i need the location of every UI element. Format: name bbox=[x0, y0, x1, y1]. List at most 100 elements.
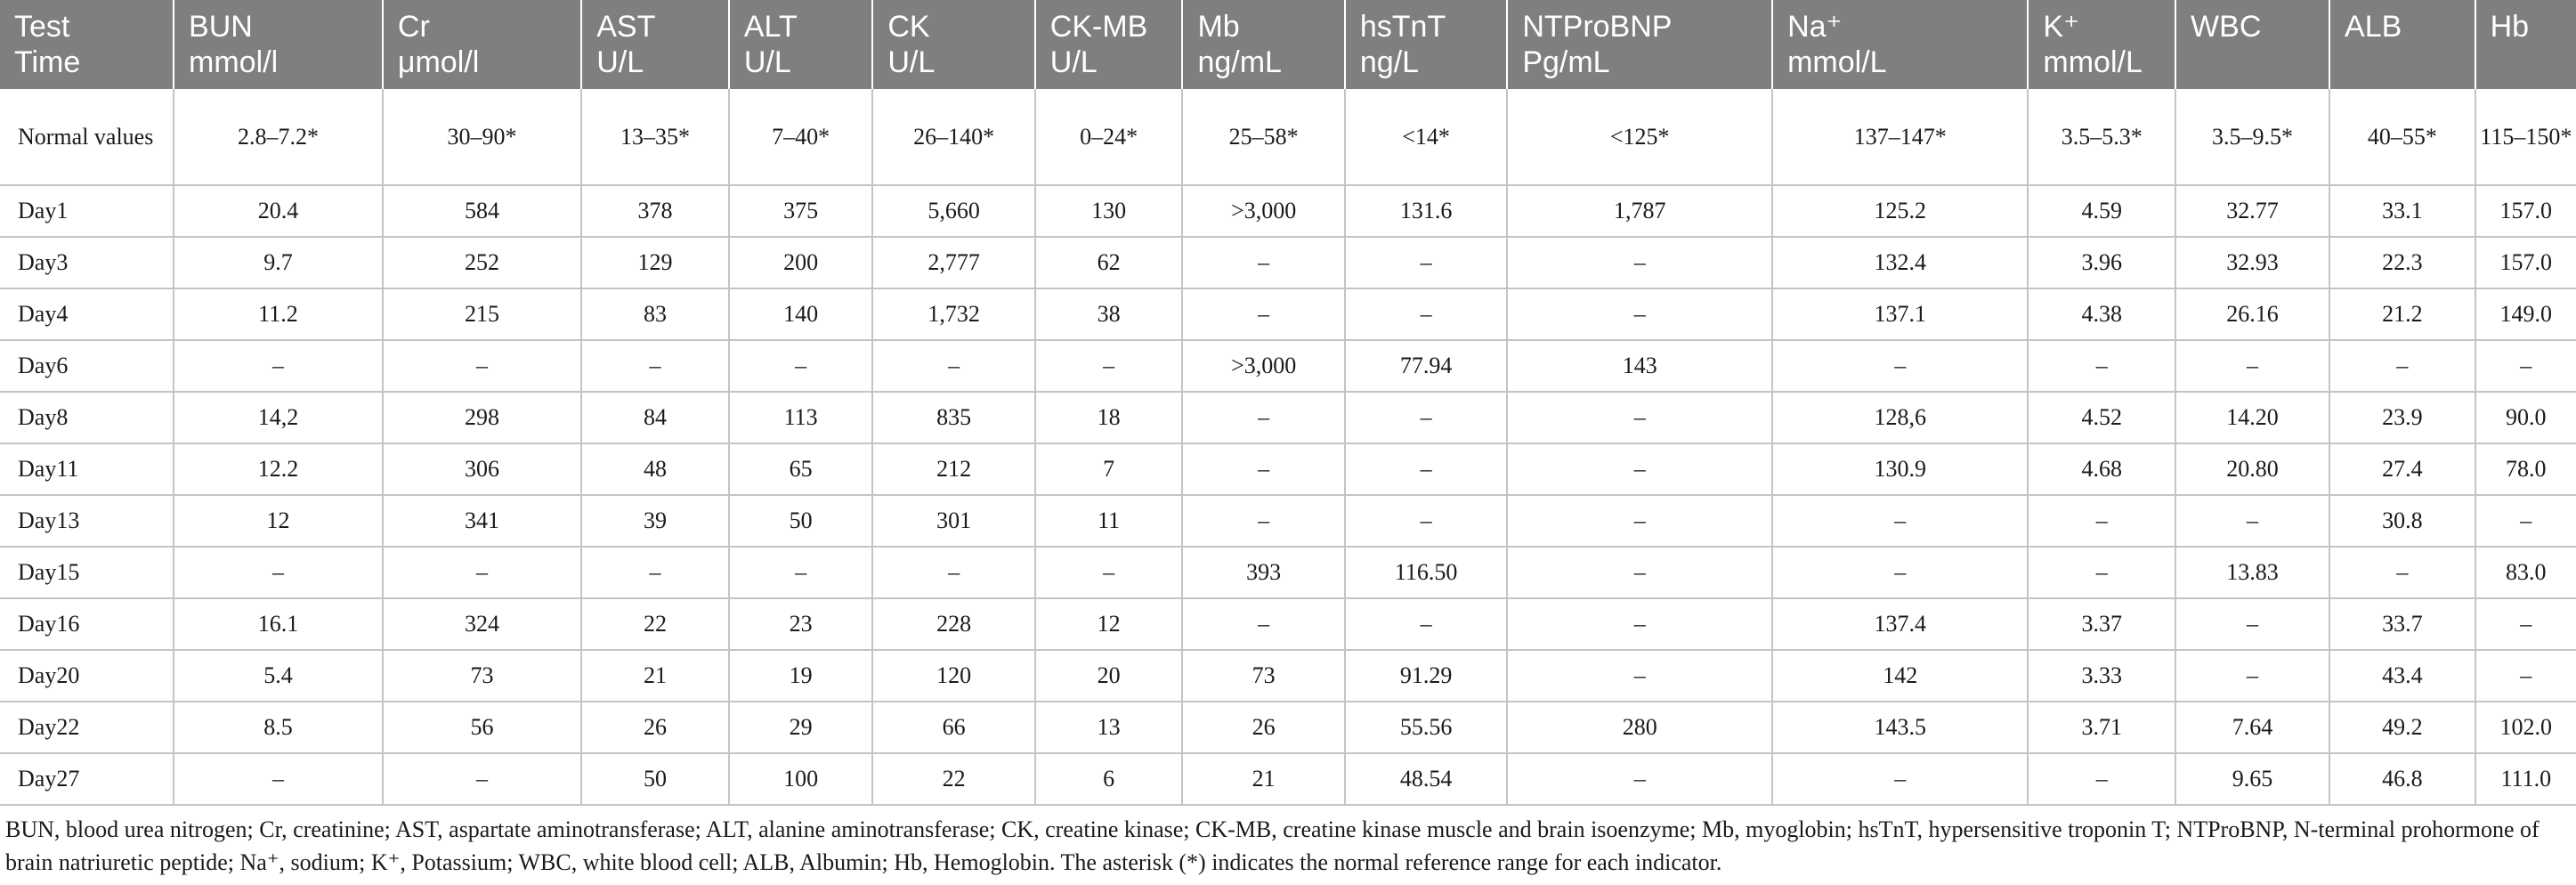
value-cell: 375 bbox=[728, 185, 874, 238]
value-cell: 113 bbox=[728, 392, 874, 444]
value-cell: – bbox=[382, 340, 583, 393]
value-cell: 20.80 bbox=[2175, 443, 2331, 496]
value-cell: 55.56 bbox=[1344, 702, 1509, 754]
value-cell: 4.38 bbox=[2028, 288, 2177, 341]
value-cell: – bbox=[728, 547, 874, 599]
value-cell: 30.8 bbox=[2329, 495, 2476, 548]
table-row: Day20 5.4 73 21 19 120 20 73 91.29–142 3.33–43.4– bbox=[0, 650, 2576, 702]
table-row: Day13 12 341 39 50 301 11– – – – – –30.8– bbox=[0, 495, 2576, 548]
value-cell: 143.5 bbox=[1772, 702, 2029, 754]
value-cell: 324 bbox=[382, 598, 583, 651]
lab-results-table: Test Time BUN mmol/l Cr μmol/l AST U/L ALT U/… bbox=[0, 0, 2576, 806]
value-cell: – bbox=[174, 547, 384, 599]
value-cell: 33.1 bbox=[2329, 185, 2476, 238]
header-alt: ALT U/L bbox=[728, 0, 874, 89]
header-hb: Hb bbox=[2475, 0, 2576, 89]
header-mb: Mb ng/mL bbox=[1182, 0, 1346, 89]
value-cell: 301 bbox=[872, 495, 1036, 548]
value-cell: 4.68 bbox=[2028, 443, 2177, 496]
value-cell: 48 bbox=[581, 443, 730, 496]
value-cell: 3.5–5.3* bbox=[2028, 89, 2177, 186]
value-cell: 43.4 bbox=[2329, 650, 2476, 702]
value-cell: – bbox=[174, 753, 384, 806]
value-cell: 5.4 bbox=[174, 650, 384, 702]
header-line-2: U/L bbox=[596, 45, 644, 79]
row-label-cell: Day1 bbox=[0, 185, 175, 238]
value-cell: 7 bbox=[1034, 443, 1184, 496]
value-cell: 8.5 bbox=[174, 702, 384, 754]
value-cell: 1,787 bbox=[1507, 185, 1774, 238]
value-cell: – bbox=[1344, 598, 1509, 651]
header-alb: ALB bbox=[2329, 0, 2476, 89]
value-cell: – bbox=[1344, 443, 1509, 496]
value-cell: – bbox=[1507, 650, 1774, 702]
value-cell: – bbox=[2028, 340, 2177, 393]
value-cell: – bbox=[1182, 495, 1346, 548]
value-cell: 140 bbox=[728, 288, 874, 341]
value-cell: 130 bbox=[1034, 185, 1184, 238]
value-cell: 7–40* bbox=[728, 89, 874, 186]
value-cell: 393 bbox=[1182, 547, 1346, 599]
header-line-1: CK-MB bbox=[1049, 10, 1148, 44]
value-cell: 39 bbox=[581, 495, 730, 548]
value-cell: – bbox=[872, 547, 1036, 599]
value-cell: – bbox=[728, 340, 874, 393]
value-cell: 12.2 bbox=[174, 443, 384, 496]
value-cell: – bbox=[1772, 547, 2029, 599]
value-cell: 90.0 bbox=[2475, 392, 2576, 444]
value-cell: – bbox=[382, 547, 583, 599]
value-cell: 73 bbox=[382, 650, 583, 702]
value-cell: – bbox=[1344, 237, 1509, 289]
value-cell: – bbox=[581, 547, 730, 599]
value-cell: 30–90* bbox=[382, 89, 583, 186]
header-hstnt: hsTnT ng/L bbox=[1344, 0, 1509, 89]
row-label-cell: Day11 bbox=[0, 443, 175, 496]
header-line-1: Cr bbox=[397, 10, 430, 44]
value-cell: – bbox=[1507, 392, 1774, 444]
header-line-1: Hb bbox=[2490, 10, 2530, 44]
value-cell: 91.29 bbox=[1344, 650, 1509, 702]
value-cell: – bbox=[2475, 650, 2576, 702]
value-cell: 56 bbox=[382, 702, 583, 754]
table-footnote: BUN, blood urea nitrogen; Cr, creatinine… bbox=[5, 816, 2540, 875]
value-cell: – bbox=[174, 340, 384, 393]
header-line-1: CK bbox=[887, 10, 930, 44]
value-cell: 21 bbox=[581, 650, 730, 702]
value-cell: 19 bbox=[728, 650, 874, 702]
value-cell: 11.2 bbox=[174, 288, 384, 341]
value-cell: 132.4 bbox=[1772, 237, 2029, 289]
value-cell: 25–58* bbox=[1182, 89, 1346, 186]
value-cell: 48.54 bbox=[1344, 753, 1509, 806]
row-label-cell: Day13 bbox=[0, 495, 175, 548]
value-cell: – bbox=[1182, 392, 1346, 444]
header-line-2: U/L bbox=[743, 45, 791, 79]
value-cell: 157.0 bbox=[2475, 185, 2576, 238]
value-cell: – bbox=[1034, 547, 1184, 599]
value-cell: – bbox=[2329, 340, 2476, 393]
value-cell: 306 bbox=[382, 443, 583, 496]
value-cell: 83.0 bbox=[2475, 547, 2576, 599]
value-cell: – bbox=[382, 753, 583, 806]
value-cell: – bbox=[1507, 547, 1774, 599]
value-cell: – bbox=[1034, 340, 1184, 393]
table-row: Day27– –50 100 22 6 21 48.54– – –9.65 46.8 111.0 bbox=[0, 753, 2576, 806]
header-line-1: ALT bbox=[743, 10, 798, 44]
row-label-cell: Day22 bbox=[0, 702, 175, 754]
header-line-2: Pg/mL bbox=[1522, 45, 1610, 79]
value-cell: 13 bbox=[1034, 702, 1184, 754]
value-cell: 26.16 bbox=[2175, 288, 2331, 341]
row-label-cell: Normal values bbox=[0, 89, 175, 186]
value-cell: 131.6 bbox=[1344, 185, 1509, 238]
value-cell: 215 bbox=[382, 288, 583, 341]
value-cell: 13.83 bbox=[2175, 547, 2331, 599]
value-cell: 21 bbox=[1182, 753, 1346, 806]
header-line-2: ng/mL bbox=[1197, 45, 1282, 79]
header-line-2: mmol/L bbox=[2043, 45, 2143, 79]
table-row: Day1 20.4 584 378 375 5,660 130 >3,000 131.6 1,78… bbox=[0, 185, 2576, 238]
value-cell: 38 bbox=[1034, 288, 1184, 341]
value-cell: 0–24* bbox=[1034, 89, 1184, 186]
value-cell: – bbox=[581, 340, 730, 393]
value-cell: – bbox=[1182, 237, 1346, 289]
value-cell: – bbox=[1344, 495, 1509, 548]
